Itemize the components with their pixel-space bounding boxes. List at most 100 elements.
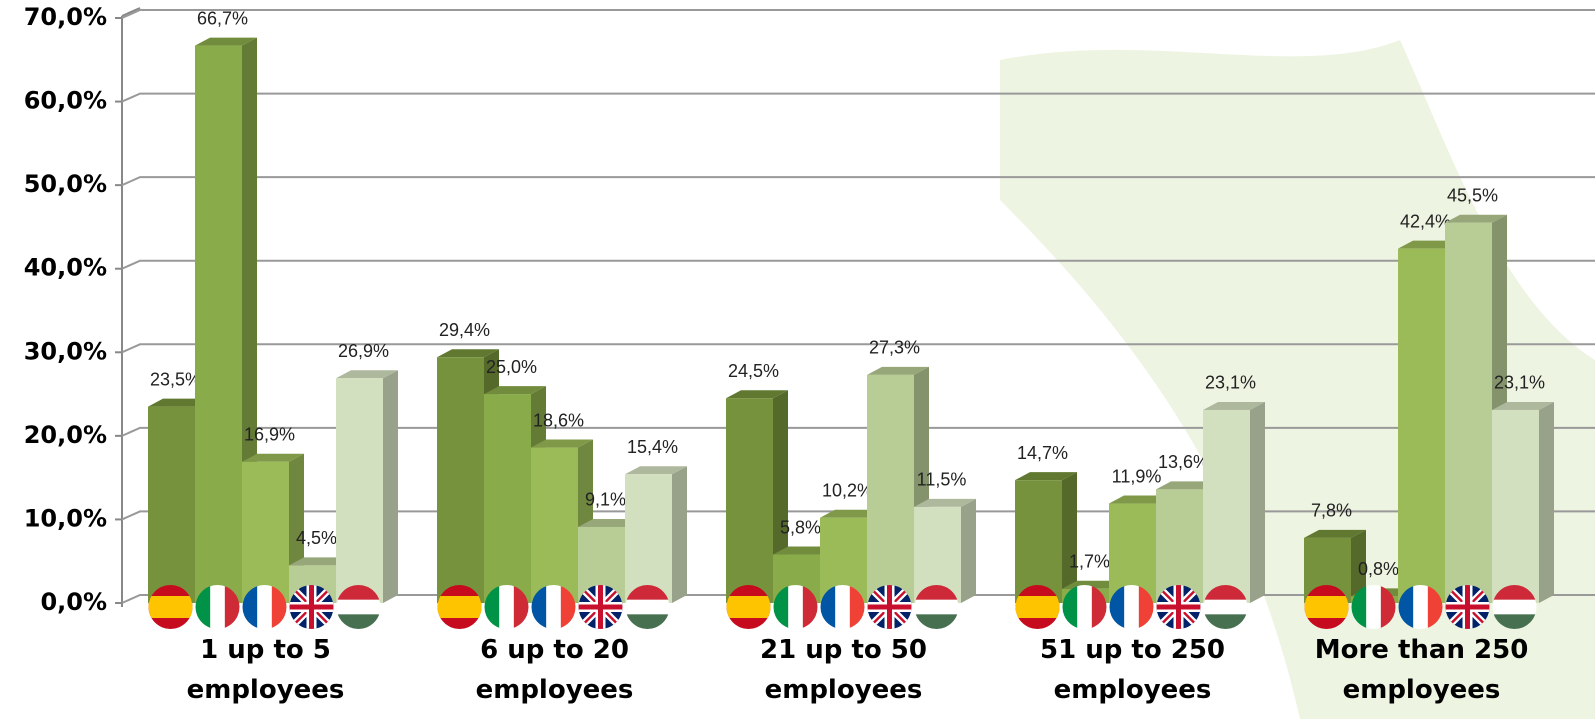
bar-top <box>484 386 546 395</box>
flag-part <box>289 585 334 629</box>
bar <box>484 394 531 603</box>
flag <box>1062 585 1107 629</box>
bar-top <box>726 390 788 399</box>
flag-part <box>802 585 818 629</box>
flag-part <box>484 585 500 629</box>
bar <box>195 45 242 604</box>
bar-side <box>961 498 976 603</box>
bar-side <box>1250 401 1265 603</box>
grid-line <box>121 259 1595 270</box>
flag <box>336 585 381 629</box>
bar <box>726 398 773 603</box>
grid-line <box>121 343 1595 354</box>
flag-part <box>499 585 515 629</box>
flag-part <box>1366 585 1382 629</box>
flag-part <box>1380 585 1396 629</box>
flag-part <box>513 585 529 629</box>
bar <box>867 374 914 603</box>
bar-top <box>1445 214 1507 223</box>
value-label: 9,1% <box>585 490 626 510</box>
flag-part <box>1138 585 1154 629</box>
value-label: 15,4% <box>627 437 678 457</box>
flag-part <box>1077 585 1093 629</box>
bar-top <box>1398 240 1460 249</box>
value-label: 45,5% <box>1447 186 1498 206</box>
bar-top <box>1109 495 1171 504</box>
bar-top <box>1203 401 1265 410</box>
flag-part <box>195 585 211 629</box>
value-label: 16,9% <box>244 425 295 445</box>
bar-top <box>625 466 687 475</box>
flag-part <box>820 585 836 629</box>
flag <box>914 585 959 629</box>
flag <box>1156 585 1201 629</box>
flag <box>195 585 240 629</box>
bar-side <box>383 370 398 603</box>
bar <box>437 357 484 603</box>
flag <box>1015 585 1060 629</box>
flag-part <box>1062 585 1078 629</box>
bar <box>336 378 383 603</box>
value-label: 18,6% <box>533 410 584 430</box>
flag <box>1492 585 1537 629</box>
bar-side <box>1539 401 1554 603</box>
y-tick-label: 60,0% <box>24 87 107 115</box>
y-tick-label: 20,0% <box>24 421 107 449</box>
value-label: 26,9% <box>338 341 389 361</box>
bar-top <box>437 349 499 358</box>
flag-part <box>1124 585 1140 629</box>
flag-part <box>1015 596 1060 618</box>
bar <box>1445 222 1492 603</box>
flag-part <box>271 585 287 629</box>
flag <box>1398 585 1443 629</box>
flag-part <box>1427 585 1443 629</box>
flag-part <box>1203 585 1248 601</box>
bar <box>1492 409 1539 603</box>
bar-top <box>148 398 210 407</box>
bar <box>531 447 578 603</box>
flag-part <box>835 585 851 629</box>
bar-top <box>1492 401 1554 410</box>
flag-part <box>578 585 623 629</box>
flag <box>289 585 334 629</box>
flag-part <box>1413 585 1429 629</box>
flag <box>773 585 818 629</box>
flag <box>867 585 912 629</box>
bar-top <box>820 509 882 518</box>
value-label: 0,8% <box>1358 559 1399 579</box>
x-tick-label: More than 250 employees <box>1314 635 1529 705</box>
flag-part <box>257 585 273 629</box>
value-label: 1,7% <box>1069 552 1110 572</box>
bar-top <box>289 557 351 566</box>
value-label: 23,1% <box>1205 373 1256 393</box>
flag-part <box>625 614 670 629</box>
flag-part <box>336 614 381 629</box>
bar-top <box>773 546 835 555</box>
flag <box>1351 585 1396 629</box>
value-label: 24,5% <box>728 361 779 381</box>
flag <box>1304 585 1349 629</box>
y-axis-depth <box>121 7 141 17</box>
flag <box>1109 585 1154 629</box>
value-label: 23,5% <box>150 369 201 389</box>
flag-part <box>1304 596 1349 618</box>
flag-part <box>726 596 771 618</box>
flag-part <box>1109 585 1125 629</box>
flag-part <box>531 585 547 629</box>
value-label: 7,8% <box>1311 501 1352 521</box>
bar-top <box>914 498 976 507</box>
bar-top <box>1156 481 1218 490</box>
flag-part <box>1445 585 1490 629</box>
y-tick-label: 0,0% <box>40 588 107 616</box>
bar-top <box>1304 529 1366 538</box>
flag-part <box>849 585 865 629</box>
bar <box>625 474 672 603</box>
flag <box>437 585 482 629</box>
value-label: 66,7% <box>197 8 248 28</box>
flag-part <box>560 585 576 629</box>
bar <box>1203 409 1250 603</box>
bar <box>148 406 195 603</box>
value-label: 13,6% <box>1158 452 1209 472</box>
flag <box>1445 585 1490 629</box>
